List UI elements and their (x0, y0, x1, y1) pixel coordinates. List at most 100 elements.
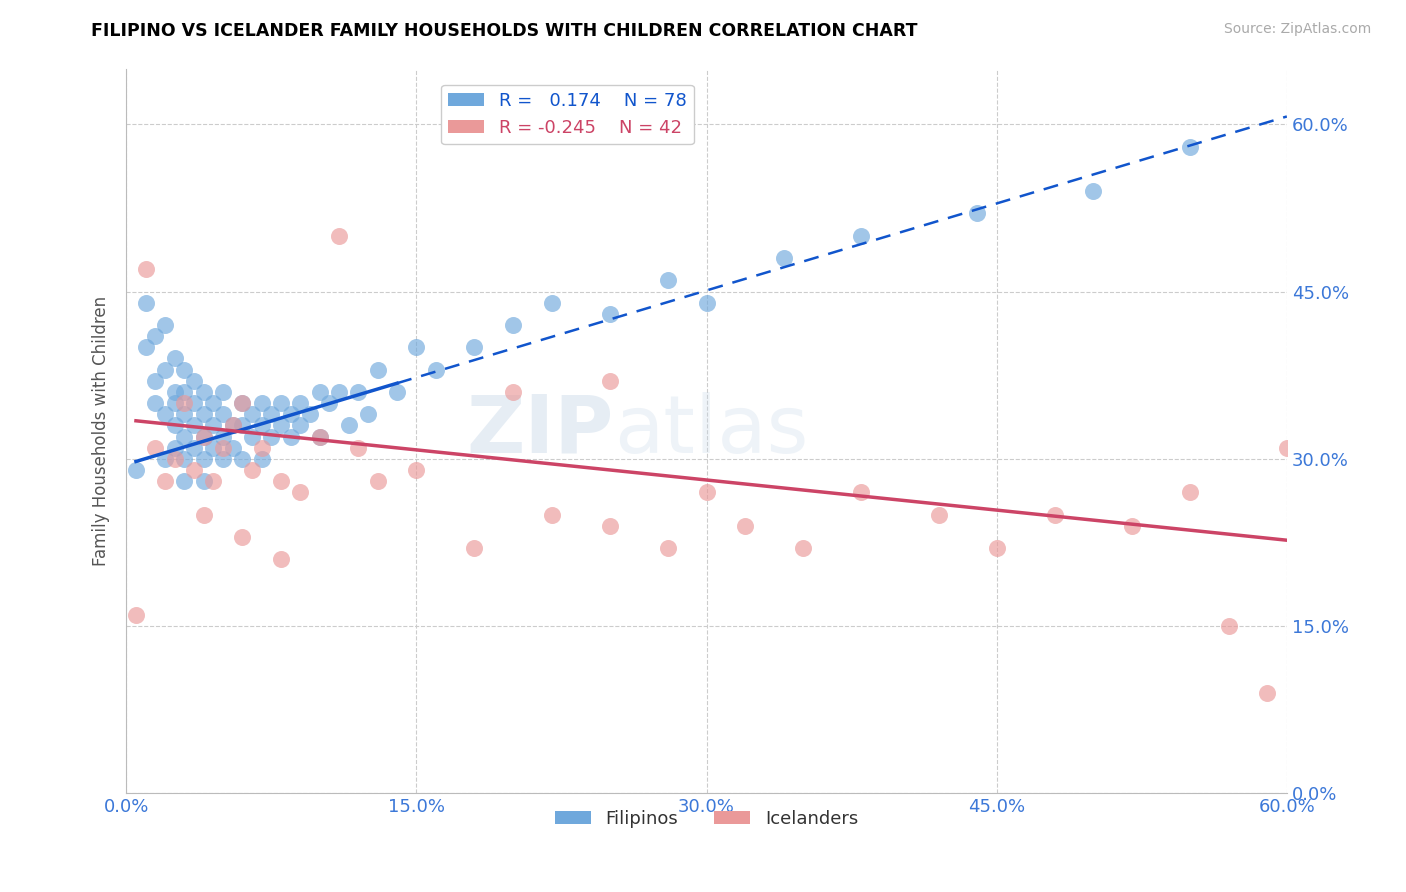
Point (125, 607, 148, 622)
Point (135, 262, 157, 277)
Point (193, 384, 215, 399)
Point (270, 552, 292, 566)
Point (405, 340, 427, 354)
Point (163, 351, 186, 366)
Point (153, 474, 176, 488)
Point (657, 273, 679, 287)
Point (367, 362, 389, 376)
Point (231, 451, 253, 466)
Point (502, 318, 524, 332)
Point (173, 451, 195, 466)
Point (212, 384, 235, 399)
Point (657, 541, 679, 555)
Point (463, 541, 485, 555)
Point (240, 407, 263, 421)
Point (212, 441, 235, 455)
Point (986, 541, 1008, 555)
Point (1083, 184, 1105, 198)
Point (173, 407, 195, 421)
Point (202, 418, 225, 433)
Point (202, 474, 225, 488)
Point (1256, 686, 1278, 700)
Point (851, 228, 873, 243)
Point (231, 530, 253, 544)
Point (792, 541, 814, 555)
Point (173, 396, 195, 410)
Point (1275, 441, 1298, 455)
Point (280, 407, 302, 421)
Point (250, 441, 273, 455)
Point (696, 485, 718, 500)
Point (270, 474, 292, 488)
Point (212, 407, 235, 421)
Point (173, 474, 195, 488)
Point (135, 340, 157, 354)
Point (250, 418, 273, 433)
Point (153, 451, 176, 466)
Point (163, 441, 186, 455)
Point (231, 396, 253, 410)
Point (163, 384, 186, 399)
Point (308, 429, 330, 443)
Point (193, 451, 215, 466)
Point (851, 485, 873, 500)
Text: Source: ZipAtlas.com: Source: ZipAtlas.com (1223, 22, 1371, 37)
Text: FILIPINO VS ICELANDER FAMILY HOUSEHOLDS WITH CHILDREN CORRELATION CHART: FILIPINO VS ICELANDER FAMILY HOUSEHOLDS … (91, 22, 918, 40)
Point (347, 384, 370, 399)
Legend: Filipinos, Icelanders: Filipinos, Icelanders (548, 803, 866, 835)
Point (193, 407, 215, 421)
Point (318, 396, 340, 410)
Point (260, 407, 283, 421)
Point (212, 429, 235, 443)
Point (1043, 508, 1066, 522)
Text: ZIP: ZIP (467, 392, 614, 470)
Y-axis label: Family Households with Children: Family Households with Children (93, 296, 110, 566)
Point (250, 396, 273, 410)
Point (405, 463, 427, 477)
Point (308, 429, 330, 443)
Point (183, 441, 205, 455)
Point (696, 295, 718, 310)
Point (290, 418, 312, 433)
Point (173, 362, 195, 376)
Point (193, 508, 215, 522)
Point (308, 384, 330, 399)
Point (153, 407, 176, 421)
Point (183, 463, 205, 477)
Point (270, 396, 292, 410)
Point (212, 451, 235, 466)
Point (299, 407, 322, 421)
Point (153, 362, 176, 376)
Point (163, 396, 186, 410)
Point (153, 318, 176, 332)
Point (143, 441, 166, 455)
Point (734, 518, 756, 533)
Point (231, 396, 253, 410)
Point (928, 508, 950, 522)
Point (328, 384, 350, 399)
Point (183, 418, 205, 433)
Point (231, 418, 253, 433)
Point (773, 251, 796, 265)
Point (260, 429, 283, 443)
Point (290, 485, 312, 500)
Point (125, 463, 148, 477)
Point (502, 384, 524, 399)
Point (966, 206, 988, 220)
Point (240, 463, 263, 477)
Point (135, 295, 157, 310)
Point (328, 228, 350, 243)
Point (425, 362, 447, 376)
Point (540, 508, 562, 522)
Point (183, 374, 205, 388)
Point (1218, 619, 1240, 633)
Point (221, 441, 243, 455)
Point (599, 374, 621, 388)
Text: atlas: atlas (614, 392, 808, 470)
Point (193, 429, 215, 443)
Point (173, 429, 195, 443)
Point (599, 518, 621, 533)
Point (163, 451, 186, 466)
Point (221, 418, 243, 433)
Point (599, 307, 621, 321)
